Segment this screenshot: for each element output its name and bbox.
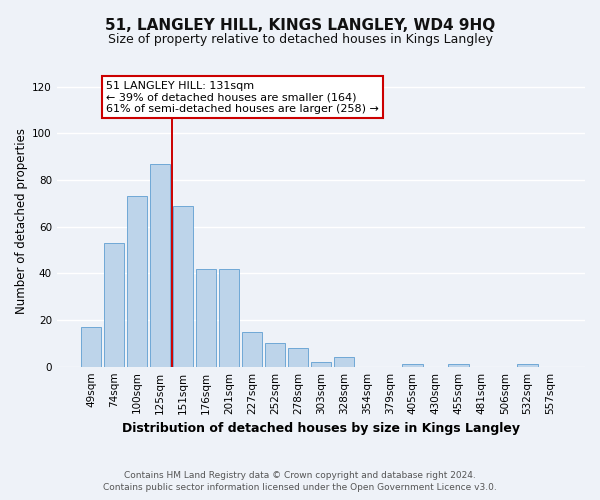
Bar xyxy=(127,196,148,366)
Bar xyxy=(311,362,331,366)
Bar xyxy=(448,364,469,366)
Bar xyxy=(517,364,538,366)
Bar xyxy=(173,206,193,366)
Text: 51 LANGLEY HILL: 131sqm
← 39% of detached houses are smaller (164)
61% of semi-d: 51 LANGLEY HILL: 131sqm ← 39% of detache… xyxy=(106,81,379,114)
Bar xyxy=(334,358,354,366)
Text: Contains HM Land Registry data © Crown copyright and database right 2024.
Contai: Contains HM Land Registry data © Crown c… xyxy=(103,471,497,492)
Bar xyxy=(196,268,217,366)
Bar xyxy=(287,348,308,366)
Text: 51, LANGLEY HILL, KINGS LANGLEY, WD4 9HQ: 51, LANGLEY HILL, KINGS LANGLEY, WD4 9HQ xyxy=(105,18,495,32)
Bar xyxy=(265,344,285,366)
Bar xyxy=(218,268,239,366)
Bar xyxy=(81,327,101,366)
Bar xyxy=(150,164,170,366)
Bar xyxy=(242,332,262,366)
Bar xyxy=(104,243,124,366)
Bar xyxy=(403,364,423,366)
Text: Size of property relative to detached houses in Kings Langley: Size of property relative to detached ho… xyxy=(107,32,493,46)
X-axis label: Distribution of detached houses by size in Kings Langley: Distribution of detached houses by size … xyxy=(122,422,520,435)
Y-axis label: Number of detached properties: Number of detached properties xyxy=(15,128,28,314)
